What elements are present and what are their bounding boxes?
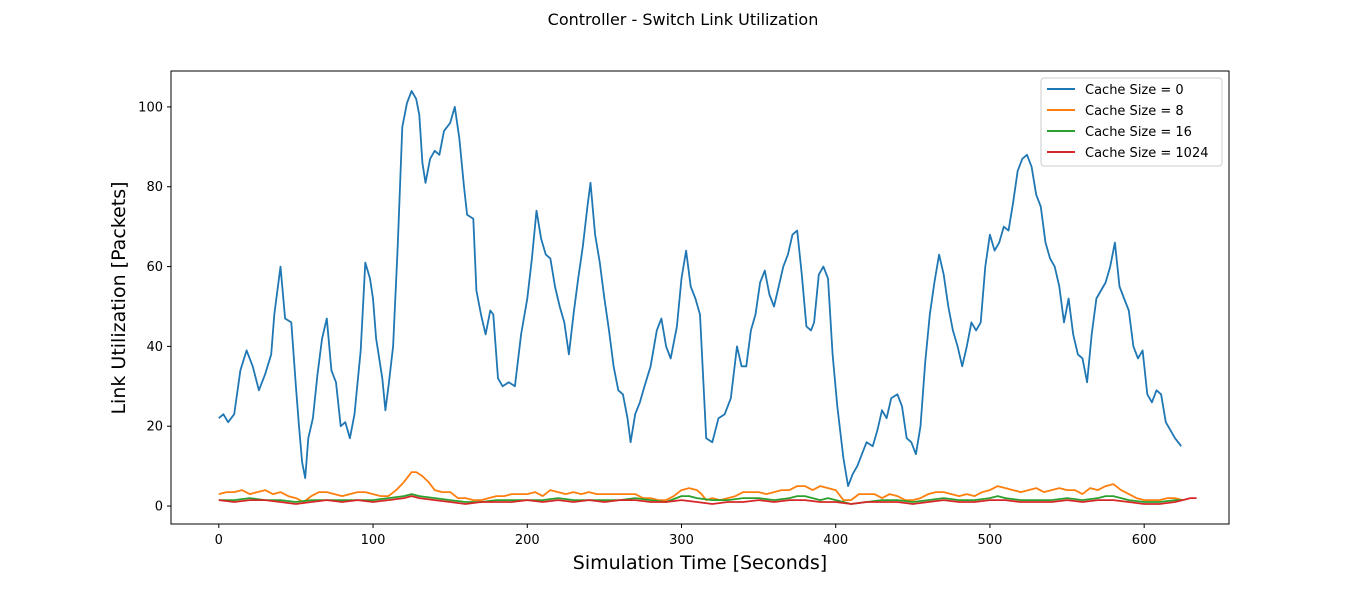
legend-label-1: Cache Size = 8 [1085, 104, 1184, 119]
y-tick-label: 0 [155, 500, 163, 515]
x-tick-label: 300 [669, 533, 694, 548]
x-tick-label: 200 [515, 533, 540, 548]
y-tick-label: 100 [138, 100, 163, 115]
plot-frame [170, 70, 1230, 525]
series-line-3 [218, 495, 1197, 505]
x-axis: 0 100 200 300 400 500 600 [215, 524, 1157, 548]
series-line-1 [218, 471, 1183, 503]
x-tick-label: 600 [1132, 533, 1157, 548]
y-tick-label: 60 [146, 260, 163, 275]
series-line-2 [218, 493, 1183, 505]
y-axis: 0 20 40 60 80 100 [138, 100, 171, 515]
y-tick-label: 20 [146, 420, 163, 435]
plot-area [170, 70, 1230, 525]
x-tick-label: 500 [978, 533, 1003, 548]
x-tick-label: 400 [823, 533, 848, 548]
legend-label-0: Cache Size = 0 [1085, 83, 1184, 98]
x-tick-label: 100 [361, 533, 386, 548]
y-tick-label: 80 [146, 180, 163, 195]
legend-label-2: Cache Size = 16 [1085, 125, 1192, 140]
series-line-0 [218, 90, 1182, 487]
x-axis-label: Simulation Time [Seconds] [573, 552, 827, 574]
y-tick-label: 40 [146, 340, 163, 355]
legend-label-3: Cache Size = 1024 [1085, 146, 1209, 161]
y-axis-label: Link Utilization [Packets] [108, 181, 130, 414]
series-layer [218, 90, 1197, 505]
x-tick-label: 0 [215, 533, 223, 548]
legend-box [1040, 77, 1223, 167]
legend: Cache Size = 0 Cache Size = 8 Cache Size =… [1040, 77, 1223, 167]
chart-title: Controller - Switch Link Utilization [548, 10, 819, 29]
